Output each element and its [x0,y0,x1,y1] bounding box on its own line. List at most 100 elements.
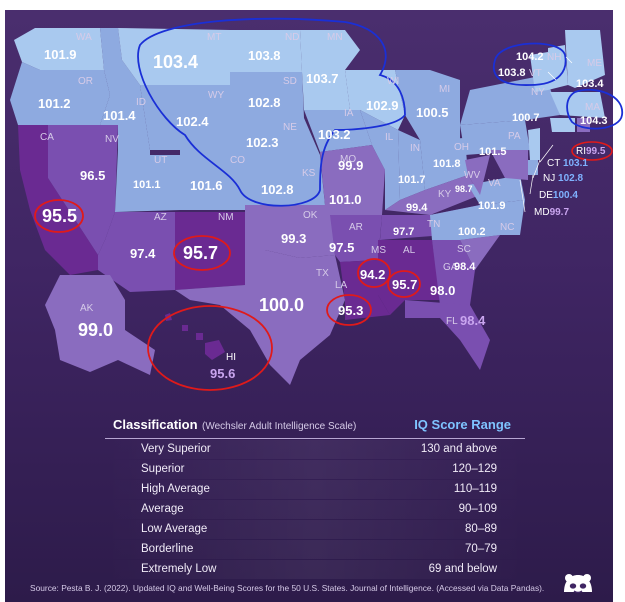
legend-classification: Extremely Low [141,563,217,576]
state-abbr-nm: NM [218,212,234,223]
state-value-co: 101.6 [190,178,223,193]
state-shape-nm [175,212,245,290]
state-abbr-in: IN [410,143,420,154]
state-value-ia: 103.2 [318,127,351,142]
state-abbr-sd: SD [283,76,297,87]
legend-row: Low Average 80–89 [105,519,525,539]
state-label-nj: NJ 102.8 [543,173,583,184]
state-abbr-ga: GA [443,262,458,273]
red-annotation-loop-nm [173,235,231,271]
state-value-wa: 101.9 [44,47,77,62]
state-shape-la [340,260,390,320]
state-abbr-mi: MI [439,84,451,95]
red-annotation-loop-hi [147,305,273,391]
state-value-in: 101.7 [398,174,426,186]
legend-subtitle: (Wechsler Adult Intelligence Scale) [201,421,357,432]
state-abbr-sc: SC [457,244,471,255]
legend-row: Borderline 70–79 [105,539,525,559]
state-value-pa: 101.5 [479,146,507,158]
state-value-ca: 95.5 [42,206,78,226]
state-abbr-co: CO [230,155,245,166]
state-value-nv: 96.5 [80,168,106,183]
state-shape-ne [230,118,320,155]
state-shape-mt [118,28,230,85]
state-shape-az [98,212,175,292]
legend-row: Average 90–109 [105,499,525,519]
state-shape-ks [255,155,325,205]
state-shape-in [398,130,425,200]
legend-row: High Average 110–119 [105,479,525,499]
state-shape-nv [48,125,118,255]
state-shape-al [405,240,440,300]
state-shape-oh [420,138,468,190]
state-shape-de [528,160,538,175]
state-value-wi: 102.9 [366,98,399,113]
state-abbr-ok: OK [303,210,318,221]
state-label-ri: RI99.5 [576,146,605,157]
state-shape-hi-3 [196,333,203,340]
state-value-nc: 100.2 [458,226,486,238]
state-shape-ky [385,175,480,215]
state-value-nd: 103.8 [248,48,281,63]
state-value-tx: 100.0 [259,295,305,315]
red-annotation-loop-ca [34,199,84,233]
state-shape-wa [14,28,104,70]
state-shape-nc [430,200,525,240]
state-value-ga: 98.0 [430,283,456,298]
state-value-tn: 97.7 [393,226,415,238]
red-annotation-loop-la [326,294,372,326]
blue-annotation-loop-ma [566,88,623,130]
state-shape-pa [460,120,530,155]
state-abbr-mt: MT [207,32,222,43]
state-value-az: 97.4 [130,246,156,261]
state-abbr-fl: FL [446,316,458,327]
leader-line-nh [565,56,573,64]
state-value-al: 95.7 [392,277,418,292]
state-abbr-mo: MO [340,154,357,165]
state-abbr-de: DE [539,190,553,201]
state-shape-ia [304,110,372,152]
state-value-mt: 103.4 [153,52,199,72]
state-abbr-ks: KS [302,168,316,179]
state-abbr-ak: AK [80,303,94,314]
legend-classification: Very Superior [141,443,211,456]
state-value-ak: 99.0 [78,320,114,340]
state-abbr-az: AZ [154,212,167,223]
legend-range: 70–79 [465,543,497,556]
state-shape-ok [245,205,335,258]
red-annotation-loop-ms [357,258,391,288]
state-abbr-tn: TN [427,219,441,230]
state-abbr-ct: CT [547,158,561,169]
state-abbr-oh: OH [454,142,469,153]
state-value-ma: 104.3 [580,115,608,127]
state-label-ct: CT 103.1 [547,158,588,169]
state-shape-fl [405,300,490,370]
state-value-ri: 99.5 [586,146,606,157]
leader-line-de [529,174,534,195]
state-abbr-ny: NY [531,87,545,98]
state-shape-ct [550,118,575,132]
state-abbr-wi: WI [387,76,400,87]
state-abbr-pa: PA [508,131,521,142]
legend-row: Extremely Low 69 and below [105,559,525,579]
state-shape-nd [230,30,302,72]
state-value-wv: 99.4 [406,202,428,214]
state-shape-nh [548,45,568,90]
classification-legend: Classification (Wechsler Adult Intellige… [105,416,525,579]
legend-title: Classification [113,417,198,432]
state-value-la: 95.3 [338,303,364,318]
blue-annotation-loop-plains [137,17,406,207]
legend-header: Classification (Wechsler Adult Intellige… [105,416,525,439]
state-value-nh: 104.2 [516,51,544,63]
state-shape-or [10,62,110,125]
state-shape-ut [115,150,180,212]
state-abbr-nc: NC [500,222,515,233]
state-value-or: 101.2 [38,96,71,111]
state-value-ky: 98.7 [455,184,473,194]
legend-range: 130 and above [420,443,497,456]
state-shape-ak [45,275,155,375]
state-abbr-me: ME [587,58,602,69]
legend-classification: Superior [141,463,185,476]
state-shape-vt [530,52,548,92]
